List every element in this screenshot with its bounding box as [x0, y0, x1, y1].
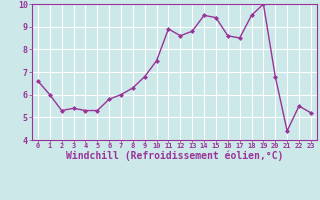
X-axis label: Windchill (Refroidissement éolien,°C): Windchill (Refroidissement éolien,°C)	[66, 150, 283, 161]
